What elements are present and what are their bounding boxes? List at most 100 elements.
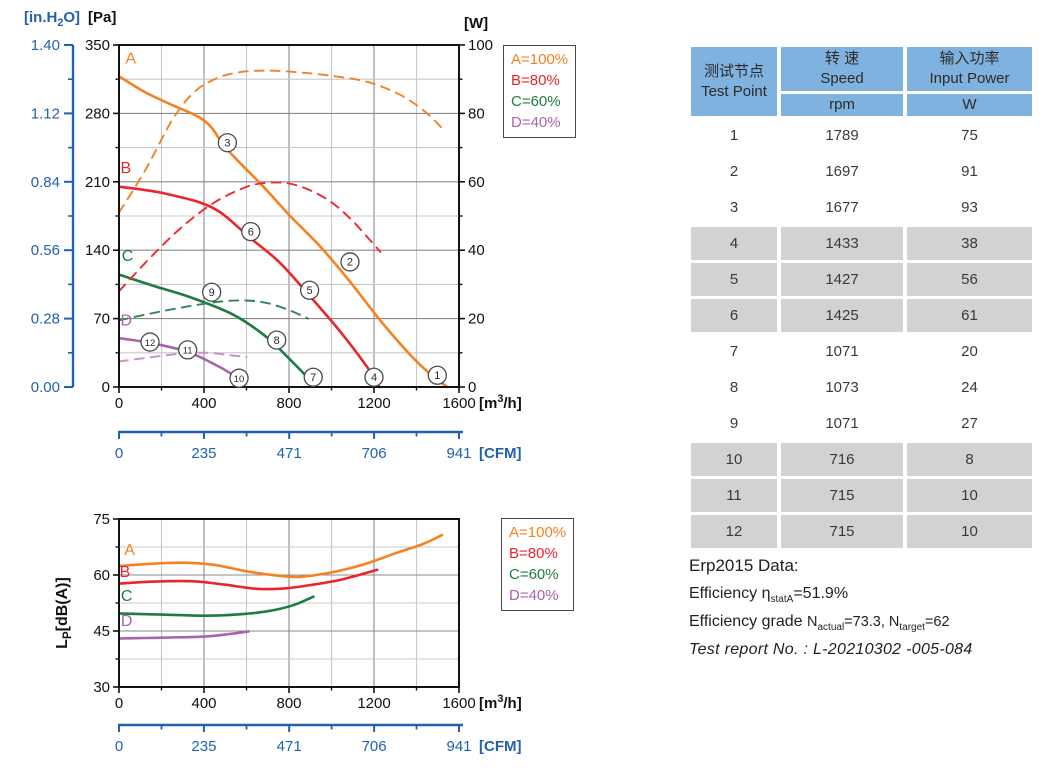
legend-item-D: D=40% — [511, 114, 561, 131]
noise-chart: 30 45 60 75 0 400 800 1200 1600 LP[dB(A)] [m3/h] 0 2… — [54, 511, 522, 755]
series-B-pressure — [118, 185, 381, 389]
series — [118, 69, 449, 389]
svg-text:70: 70 — [93, 311, 110, 328]
marker-7: 7 — [303, 367, 323, 387]
marker-12: 12 — [140, 332, 160, 352]
series-D-power — [118, 351, 248, 363]
svg-text:235: 235 — [191, 445, 216, 462]
point-cell: 4 — [691, 227, 777, 260]
svg-text:400: 400 — [191, 695, 216, 712]
marker-5: 5 — [299, 280, 320, 300]
svg-text:1600: 1600 — [442, 695, 475, 712]
legend-item-B: B=80% — [509, 545, 558, 562]
svg-text:1200: 1200 — [357, 395, 390, 412]
erp-data-block: Erp2015 Data: Efficiency ηstatA=51.9% Ef… — [689, 556, 1041, 659]
svg-text:45: 45 — [93, 623, 110, 640]
curve-label-C: C — [122, 248, 134, 265]
point-cell: 8 — [691, 371, 777, 404]
svg-text:80: 80 — [468, 105, 485, 122]
power-cell: 10 — [907, 479, 1032, 512]
svg-text:8: 8 — [274, 335, 280, 347]
axes: 30 45 60 75 0 400 800 1200 1600 — [93, 511, 475, 712]
svg-text:LP[dB(A)]: LP[dB(A)] — [54, 577, 74, 649]
svg-text:800: 800 — [276, 395, 301, 412]
legend-item-C: C=60% — [511, 93, 561, 110]
marker-2: 2 — [340, 252, 360, 272]
speed-cell: 1433 — [781, 227, 903, 260]
power-cell: 20 — [907, 335, 1032, 368]
svg-text:0.28: 0.28 — [31, 311, 60, 328]
table-row-point-9: 9 1071 27 — [691, 407, 1032, 440]
table-row-point-7: 7 1071 20 — [691, 335, 1032, 368]
svg-text:0.84: 0.84 — [31, 174, 60, 191]
pressure-power-chart: 00.00700.281400.562100.842801.123501.400… — [24, 9, 522, 462]
speed-cell: 716 — [781, 443, 903, 476]
speed-cell: 1677 — [781, 191, 903, 224]
series-C-noise — [118, 595, 315, 618]
header-test-point: 测试节点 Test Point — [691, 47, 777, 116]
svg-text:471: 471 — [277, 445, 302, 462]
table-row-point-2: 2 1697 91 — [691, 155, 1032, 188]
header-input-power: 输入功率 Input Power — [907, 47, 1032, 91]
svg-text:11: 11 — [183, 346, 193, 357]
marker-1: 1 — [427, 365, 447, 385]
svg-text:210: 210 — [85, 174, 110, 191]
marker-4: 4 — [364, 367, 384, 387]
svg-text:1: 1 — [434, 370, 440, 382]
header-speed-zh: 转 速 — [824, 50, 860, 67]
series-A-noise — [118, 533, 444, 579]
curve-label-D: D — [120, 312, 132, 329]
svg-text:0.00: 0.00 — [31, 379, 60, 396]
table-row-point-10: 10 716 8 — [691, 443, 1032, 476]
speed-cell: 1071 — [781, 407, 903, 440]
table-row-point-12: 12 715 10 — [691, 515, 1032, 548]
series-A-power — [118, 69, 446, 214]
svg-text:4: 4 — [371, 372, 377, 384]
legend-noise-chart: A=100% B=80% C=60% D=40% — [501, 518, 575, 611]
power-cell: 10 — [907, 515, 1032, 548]
header-speed: 转 速 Speed — [781, 47, 903, 91]
point-cell: 6 — [691, 299, 777, 332]
svg-text:75: 75 — [93, 511, 110, 528]
svg-text:0: 0 — [115, 445, 123, 462]
svg-text:400: 400 — [191, 395, 216, 412]
marker-9: 9 — [201, 282, 222, 302]
series-D-pressure — [118, 336, 239, 379]
speed-cell: 1071 — [781, 335, 903, 368]
power-cell: 38 — [907, 227, 1032, 260]
curve-label-A: A — [125, 51, 136, 68]
svg-text:706: 706 — [362, 738, 387, 755]
svg-text:350: 350 — [85, 37, 110, 54]
erp-test-report-number: Test report No. : L-20210302 -005-084 — [689, 641, 973, 659]
svg-text:3: 3 — [224, 137, 230, 149]
legend-item-B: B=80% — [511, 72, 560, 89]
table-row-point-4: 4 1433 38 — [691, 227, 1032, 260]
point-cell: 10 — [691, 443, 777, 476]
svg-text:[Pa]: [Pa] — [88, 9, 116, 26]
header-test-point-en: Test Point — [701, 82, 767, 100]
speed-cell: 1427 — [781, 263, 903, 296]
svg-text:941: 941 — [446, 445, 471, 462]
curve-label-C: C — [121, 588, 133, 605]
table-row-point-6: 6 1425 61 — [691, 299, 1032, 332]
legend-item-C: C=60% — [509, 566, 559, 583]
point-cell: 3 — [691, 191, 777, 224]
speed-cell: 1073 — [781, 371, 903, 404]
svg-text:20: 20 — [468, 311, 485, 328]
curve-label-B: B — [120, 160, 131, 177]
marker-3: 3 — [217, 133, 238, 153]
series — [118, 533, 444, 640]
marker-10: 10 — [229, 368, 249, 388]
svg-text:9: 9 — [209, 287, 215, 299]
point-cell: 7 — [691, 335, 777, 368]
svg-text:800: 800 — [276, 695, 301, 712]
header-input-power-zh: 输入功率 — [939, 50, 1000, 67]
marker-8: 8 — [267, 330, 287, 350]
point-cell: 11 — [691, 479, 777, 512]
power-cell: 8 — [907, 443, 1032, 476]
cfm-axis: 0 235 471 706 941 [CFM] — [115, 430, 521, 462]
header-test-point-zh: 测试节点 — [703, 62, 764, 80]
power-cell: 27 — [907, 407, 1032, 440]
speed-cell: 1425 — [781, 299, 903, 332]
